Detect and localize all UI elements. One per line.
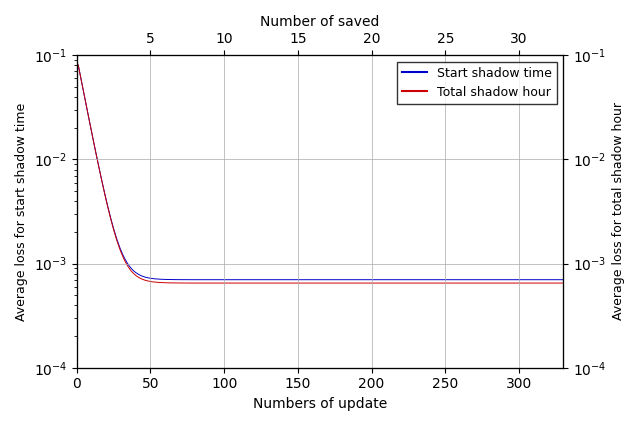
Start shadow time [113, 236, 120, 241]
Legend: Start shadow time, Total shadow hour: Start shadow time, Total shadow hour [397, 61, 557, 104]
Total shadow hour [88, 129, 95, 134]
Total shadow hour [113, 237, 120, 242]
X-axis label: Number of saved: Number of saved [260, 15, 380, 29]
Total shadow hour [129, 270, 136, 275]
Total shadow hour [380, 280, 387, 285]
Start shadow time [543, 277, 551, 282]
Y-axis label: Average loss for start shadow time: Average loss for start shadow time [15, 102, 28, 321]
Total shadow hour [543, 280, 551, 285]
Total shadow hour [74, 63, 82, 68]
Line: Start shadow time: Start shadow time [78, 65, 563, 280]
Start shadow time [559, 277, 567, 282]
X-axis label: Numbers of update: Numbers of update [253, 397, 387, 411]
Total shadow hour [362, 280, 369, 285]
Start shadow time [88, 129, 95, 134]
Start shadow time [378, 277, 386, 282]
Y-axis label: Average loss for total shadow hour: Average loss for total shadow hour [612, 103, 625, 320]
Total shadow hour [500, 280, 508, 285]
Line: Total shadow hour: Total shadow hour [78, 65, 563, 283]
Start shadow time [74, 63, 82, 68]
Start shadow time [461, 277, 468, 282]
Start shadow time [500, 277, 508, 282]
Start shadow time [129, 268, 136, 273]
Total shadow hour [559, 280, 567, 285]
